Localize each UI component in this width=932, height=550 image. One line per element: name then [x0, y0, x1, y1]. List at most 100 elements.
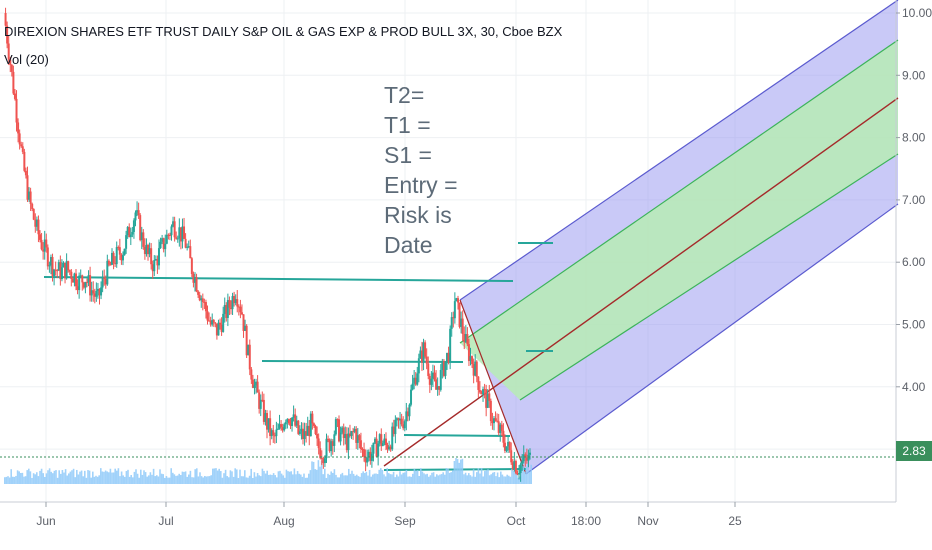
candle-body	[314, 425, 317, 434]
volume-bar	[504, 476, 507, 484]
note-t2: T2=	[384, 82, 425, 108]
volume-bar	[296, 471, 299, 484]
volume-bar	[501, 474, 504, 484]
volume-bar	[512, 470, 515, 484]
candle-body	[344, 434, 347, 438]
volume-bar	[397, 476, 400, 484]
candle-body	[311, 413, 314, 424]
candle-body	[204, 302, 207, 312]
candle-body	[435, 379, 438, 390]
candle-body	[403, 421, 406, 429]
candle-body	[309, 413, 312, 437]
volume-bar	[71, 470, 73, 484]
candle-body	[455, 298, 458, 302]
volume-bar	[72, 468, 75, 484]
candle-body	[317, 438, 320, 449]
candle-body	[96, 288, 99, 291]
candle-body	[425, 356, 428, 364]
volume-bar	[100, 468, 102, 484]
candle-body	[111, 252, 114, 265]
candle-body	[500, 424, 503, 431]
candle-body	[384, 438, 387, 446]
candle-body	[118, 247, 121, 255]
time-tick-label: Sep	[394, 514, 416, 528]
candle-body	[414, 377, 417, 385]
candle-body	[62, 262, 65, 268]
candle-body	[441, 361, 444, 371]
candle-body	[239, 306, 242, 313]
volume-bar	[210, 475, 212, 484]
volume-bar	[44, 476, 46, 484]
candle-body	[258, 392, 261, 409]
volume-bar	[268, 474, 270, 484]
candle-body	[358, 435, 361, 441]
volume-bar	[346, 475, 348, 484]
candle-body	[32, 209, 35, 220]
volume-bar	[517, 477, 520, 484]
candle-body	[197, 291, 200, 295]
candle-body	[452, 317, 455, 319]
candle-body	[170, 226, 173, 236]
volume-bar	[116, 470, 118, 484]
candle-body	[231, 296, 234, 310]
volume-bar	[125, 471, 128, 484]
candle-body	[269, 418, 272, 437]
volume-bar	[375, 473, 377, 484]
candle-body	[456, 298, 459, 303]
candle-body	[497, 421, 500, 433]
volume-bar	[460, 459, 462, 484]
candle-body	[355, 428, 358, 443]
candle-body	[306, 425, 309, 436]
candle-body	[206, 311, 209, 321]
candle-body	[89, 275, 92, 296]
volume-bar	[436, 474, 438, 484]
candle-body	[240, 312, 243, 315]
volume-bar	[320, 460, 323, 484]
volume-bar	[316, 469, 318, 484]
candle-body	[15, 98, 18, 123]
volume-bar	[271, 474, 273, 484]
candle-body	[67, 261, 70, 271]
volume-bar	[253, 472, 256, 484]
volume-bar	[359, 476, 361, 484]
volume-bar	[386, 468, 388, 484]
volume-bar	[370, 476, 372, 484]
volume-bar	[300, 474, 302, 484]
volume-bar	[135, 469, 137, 484]
candle-body	[142, 232, 145, 247]
volume-bar	[272, 473, 275, 484]
volume-bar	[143, 470, 145, 484]
candle-body	[247, 344, 250, 356]
volume-bar	[5, 476, 8, 484]
candle-body	[502, 430, 505, 443]
candle-body	[325, 438, 328, 459]
volume-bar	[23, 476, 25, 484]
volume-bar	[340, 474, 342, 484]
volume-bar	[392, 471, 395, 484]
volume-bar	[372, 474, 374, 484]
volume-bar	[199, 472, 201, 484]
candle-body	[20, 144, 23, 147]
volume-bar	[136, 473, 139, 484]
volume-bar	[146, 476, 148, 484]
volume-bar	[336, 477, 339, 484]
volume-bar	[301, 476, 304, 484]
volume-bar	[452, 470, 454, 484]
volume-bar	[450, 472, 452, 484]
candle-body	[93, 293, 96, 297]
candle-body	[356, 435, 359, 443]
candle-body	[179, 227, 182, 242]
candle-body	[92, 290, 95, 294]
candle-body	[21, 146, 24, 152]
candle-body	[112, 252, 115, 264]
volume-bar	[74, 477, 76, 484]
volume-bar	[448, 472, 451, 484]
volume-bar	[176, 475, 179, 484]
candle-body	[134, 212, 137, 221]
pitchfork-handle	[459, 299, 527, 475]
candle-body	[427, 363, 430, 376]
candle-body	[439, 370, 442, 390]
candle-body	[300, 428, 303, 432]
candle-body	[503, 442, 506, 451]
volume-bar	[400, 474, 403, 484]
